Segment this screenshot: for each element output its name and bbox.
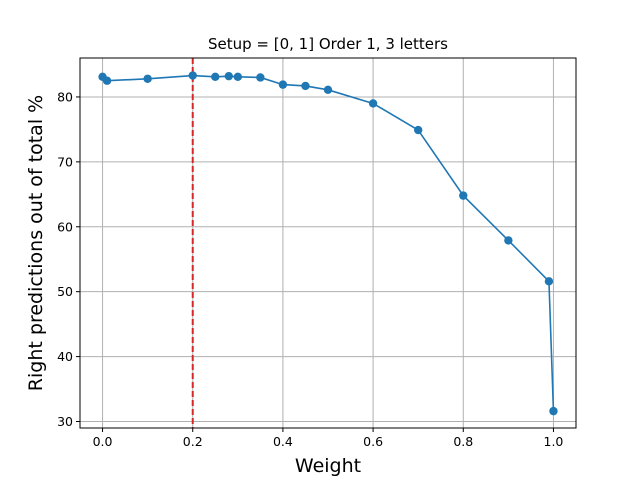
x-tick-label: 0.8 [453, 434, 473, 449]
x-tick-label: 0.6 [363, 434, 383, 449]
plot-frame [79, 57, 577, 429]
data-point [549, 406, 558, 416]
series-line [102, 74, 555, 412]
data-point [224, 71, 233, 81]
chart-title: Setup = [0, 1] Order 1, 3 letters [208, 35, 448, 53]
data-point [368, 99, 378, 108]
data-point [102, 76, 112, 85]
x-axis-label: Weight [295, 455, 361, 477]
data-point [459, 191, 468, 200]
y-tick-label: 60 [57, 219, 73, 234]
data-point [233, 72, 243, 82]
x-tick-label: 0.0 [93, 434, 113, 449]
series-layer [98, 71, 558, 416]
x-tick-label: 0.4 [273, 434, 293, 449]
y-tick-label: 30 [57, 414, 73, 429]
y-tick-label: 40 [57, 349, 73, 364]
data-point [504, 236, 513, 245]
data-point [143, 74, 152, 83]
data-point [188, 71, 197, 80]
data-point [323, 85, 333, 95]
data-point [301, 81, 310, 91]
x-tick-label: 1.0 [544, 434, 564, 449]
y-axis: 30 40 50 60 70 80 [57, 89, 80, 429]
data-point [278, 80, 288, 89]
data-point [413, 125, 423, 135]
y-tick-label: 50 [57, 284, 73, 299]
x-axis: 0.0 0.2 0.4 0.6 0.8 1.0 [93, 428, 564, 449]
y-tick-label: 70 [57, 154, 73, 169]
data-point [211, 72, 220, 82]
y-tick-label: 80 [57, 89, 73, 104]
grid [80, 58, 576, 428]
data-point [256, 73, 265, 82]
x-tick-label: 0.2 [183, 434, 203, 449]
data-point [544, 277, 554, 286]
y-axis-label: Right predictions out of total % [25, 95, 47, 391]
